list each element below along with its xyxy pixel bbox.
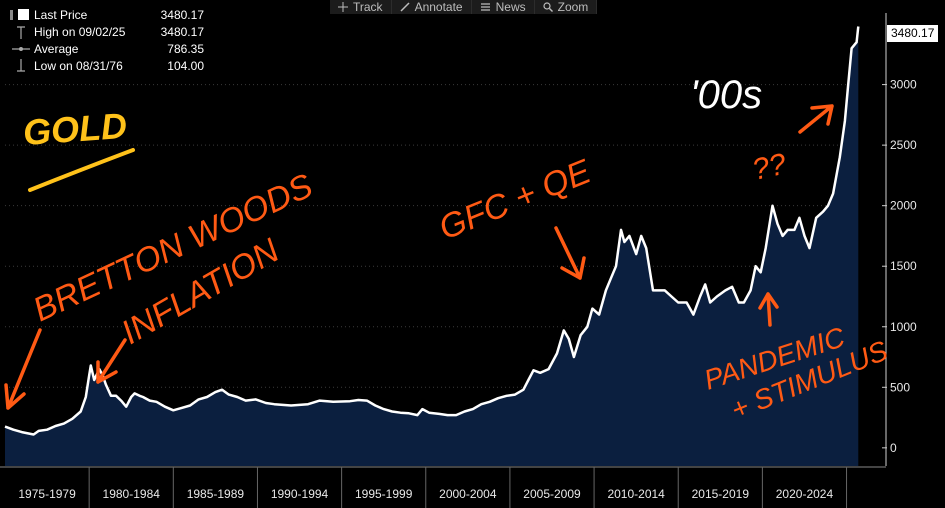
crosshair-icon xyxy=(338,2,348,12)
bretton-woods-arrow xyxy=(4,328,42,410)
zoom-button[interactable]: Zoom xyxy=(534,0,598,14)
last-price-swatch-icon xyxy=(8,7,34,23)
pandemic-arrow xyxy=(758,292,779,327)
gold-underline xyxy=(28,148,135,192)
track-button[interactable]: Track xyxy=(330,0,392,14)
x-tick-label: 1990-1994 xyxy=(271,487,329,501)
inflation-arrow xyxy=(96,338,127,384)
y-tick-label: 1500 xyxy=(890,259,917,273)
price-area xyxy=(4,26,860,466)
chart-toolbar: Track Annotate News Zoom xyxy=(330,0,598,14)
legend-average[interactable]: Average 786.35 xyxy=(8,40,204,57)
y-tick-label: 0 xyxy=(890,441,897,455)
legend-high[interactable]: High on 09/02/25 3480.17 xyxy=(8,23,204,40)
handwritten-annotations: GOLD BRETTON WOODS INFLATION GFC + QE '0… xyxy=(4,73,892,426)
average-value: 786.35 xyxy=(167,41,204,56)
x-axis-band xyxy=(0,466,886,508)
zoom-label: Zoom xyxy=(557,0,589,14)
x-tick-label: 2015-2019 xyxy=(692,487,750,501)
x-tick-label: 1985-1989 xyxy=(187,487,245,501)
x-tick-label: 2010-2014 xyxy=(607,487,665,501)
axes: 0 500 1000 1500 2000 2500 3000 1975-1979 1980-19… xyxy=(0,13,917,508)
price-line xyxy=(4,26,860,436)
oos-arrow xyxy=(798,104,834,134)
x-tick-label: 1975-1979 xyxy=(18,487,76,501)
y-tick-label: 2500 xyxy=(890,138,917,152)
annotation-oos: '00s xyxy=(690,73,762,117)
annotate-label: Annotate xyxy=(414,0,463,14)
y-tick-label: 2000 xyxy=(890,199,917,213)
annotation-gfc-qe: GFC + QE xyxy=(434,152,597,247)
last-price-label: Last Price xyxy=(34,7,88,22)
low-label: Low on 08/31/76 xyxy=(34,58,123,73)
y-tick-label: 500 xyxy=(890,380,910,394)
pencil-icon xyxy=(400,2,410,12)
legend-low[interactable]: Low on 08/31/76 104.00 xyxy=(8,57,204,74)
x-tick-label: 2020-2024 xyxy=(776,487,834,501)
news-icon xyxy=(480,2,491,12)
track-label: Track xyxy=(353,0,383,14)
chart-legend: Last Price 3480.17 High on 09/02/25 3480… xyxy=(8,6,204,74)
annotate-button[interactable]: Annotate xyxy=(391,0,472,14)
annotation-gold: GOLD xyxy=(22,105,129,153)
last-price-value: 3480.17 xyxy=(160,7,204,22)
high-marker-icon xyxy=(8,24,34,40)
low-value: 104.00 xyxy=(167,58,204,73)
gfc-qe-arrow xyxy=(554,226,586,280)
x-tick-label: 1995-1999 xyxy=(355,487,413,501)
news-button[interactable]: News xyxy=(471,0,535,14)
high-value: 3480.17 xyxy=(160,24,204,39)
x-tick-label: 2000-2004 xyxy=(439,487,497,501)
y-tick-label: 1000 xyxy=(890,320,917,334)
average-label: Average xyxy=(34,41,79,56)
legend-last-price[interactable]: Last Price 3480.17 xyxy=(8,6,204,23)
y-tick-label: 3000 xyxy=(890,78,917,92)
low-marker-icon xyxy=(8,58,34,74)
magnifier-icon xyxy=(543,2,553,12)
average-marker-icon xyxy=(8,41,34,57)
x-tick-label: 1980-1984 xyxy=(103,487,161,501)
price-area-fill xyxy=(5,26,859,466)
last-price-axis-tag: 3480.17 xyxy=(887,25,939,42)
x-tick-label: 2005-2009 xyxy=(523,487,581,501)
news-label: News xyxy=(495,0,526,14)
high-label: High on 09/02/25 xyxy=(34,24,126,39)
annotation-question: ?? xyxy=(750,148,790,187)
